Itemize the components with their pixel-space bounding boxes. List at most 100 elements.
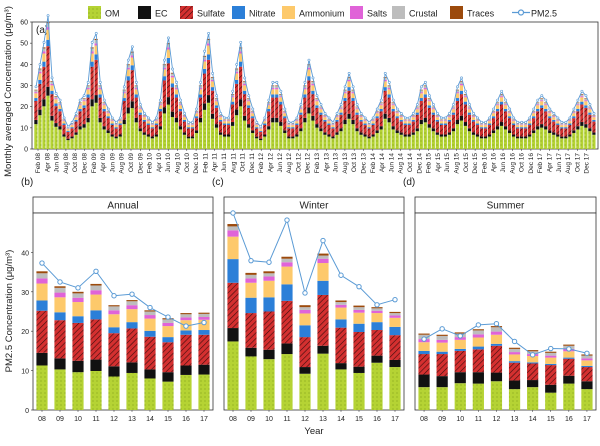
panel-a-bar-segment <box>440 124 443 125</box>
panel-a-bar-segment <box>215 124 218 128</box>
panel-a-bar-segment <box>315 124 318 128</box>
panel-a-bar-segment <box>408 120 411 121</box>
panel-a-bar-segment <box>299 115 302 129</box>
panel-a-pm25-point <box>276 81 278 83</box>
panel-a-pm25-point <box>573 108 575 110</box>
panel-a-bar-segment <box>58 111 61 126</box>
panel-a-bar-segment <box>372 137 375 149</box>
panel-a-pm25-point <box>501 90 503 92</box>
panel-annual-pm25-point <box>76 286 80 290</box>
panel-a-bar-segment <box>384 87 387 91</box>
panel-a-bar-segment <box>307 80 310 107</box>
panel-summer-bar-traces <box>545 352 556 353</box>
panel-a-bar-segment <box>311 121 314 149</box>
panel-a-bar-segment <box>42 62 45 67</box>
panel-a-bar-segment <box>500 126 503 149</box>
panel-a-bar-segment <box>58 129 61 149</box>
panel-a-bar-segment <box>307 76 310 80</box>
panel-annual-bar-om <box>108 377 119 410</box>
panel-a-bar-segment <box>195 118 198 130</box>
panel-a-pm25-point <box>324 112 326 114</box>
panel-a-xtick-label: Oct 12 <box>295 153 302 173</box>
panel-a-bar-segment <box>512 137 515 149</box>
panel-a-bar-segment <box>380 104 383 105</box>
panel-a-bar-segment <box>448 120 451 122</box>
panel-a-bar-segment <box>372 124 375 125</box>
panel-a-bar-segment <box>127 76 130 80</box>
panel-summer-bar-om <box>437 387 448 410</box>
panel-a-bar-segment <box>548 118 551 130</box>
panel-annual-xtick-label: 12 <box>110 416 118 423</box>
panel-a-bar-segment <box>488 134 491 136</box>
panel-a-bar-segment <box>155 121 158 122</box>
panel-a-bar-segment <box>107 133 110 149</box>
panel-a-bar-segment <box>139 131 142 149</box>
panel-summer-bar-ammonium <box>455 340 466 349</box>
panel-a-pm25-point <box>43 41 45 43</box>
panel-a-xtick-label: Aug 16 <box>509 153 516 174</box>
panel-a-bar-segment <box>187 124 190 125</box>
panel-a-pm25-point <box>264 117 266 119</box>
panel-a-bar-segment <box>363 124 366 125</box>
panel-a-bar-segment <box>476 134 479 136</box>
panel-a-bar-segment <box>34 92 37 93</box>
panel-a-bar-segment <box>392 109 395 111</box>
panel-a-bar-segment <box>227 137 230 149</box>
panel-a-bar-segment <box>572 113 575 116</box>
panel-a-bar-segment <box>472 132 475 134</box>
panel-a-bar-segment <box>239 67 242 100</box>
panel-a-bar-segment <box>223 120 226 121</box>
panel-summer-bar-om <box>491 381 502 410</box>
panel-winter-bar-nitrate <box>317 281 328 295</box>
panel-annual-bar-ec <box>108 366 119 376</box>
panel-a-bar-segment <box>472 116 475 117</box>
panel-winter-bar-traces <box>317 254 328 256</box>
panel-a-xtick-label: Feb 13 <box>314 153 321 174</box>
panel-a-bar-segment <box>500 97 503 101</box>
panel-a-bar-segment <box>211 119 214 149</box>
panel-winter-bar-ec <box>371 356 382 363</box>
panel-a-bar-segment <box>171 87 174 111</box>
panel-a-bar-segment <box>592 115 595 116</box>
panel-winter-bar-nitrate <box>371 322 382 330</box>
panel-a-bar-segment <box>464 97 467 101</box>
panel-a-bar-segment <box>456 120 459 124</box>
panel-annual-bar-ammonium <box>54 297 65 312</box>
panel-a-bar-segment <box>367 127 370 128</box>
panel-summer-bar-om <box>527 387 538 410</box>
panel-summer-bar-sulfate <box>581 367 592 381</box>
panel-annual-xtick-label: 08 <box>38 416 46 423</box>
panel-a-bar-segment <box>50 121 53 149</box>
panel-a-bar-segment <box>396 112 399 113</box>
panel-a-bar-segment <box>159 126 162 129</box>
panel-a-bar-segment <box>480 127 483 128</box>
panel-a-bar-segment <box>54 96 57 97</box>
panel-a-bar-segment <box>243 116 246 121</box>
panel-a-bar-segment <box>54 106 57 123</box>
panel-winter-bar-sulfate <box>245 313 256 348</box>
panel-annual-xtick-label: 10 <box>74 416 82 423</box>
panel-a-bar-segment <box>54 98 57 99</box>
panel-a-bar-segment <box>323 122 326 133</box>
panel-a-bar-segment <box>259 139 262 140</box>
panel-a-bar-segment <box>367 128 370 136</box>
panel-a-pm25-point <box>248 95 250 97</box>
panel-a-bar-segment <box>203 56 206 57</box>
panel-a-bar-segment <box>315 105 318 108</box>
panel-a-bar-segment <box>448 115 451 116</box>
panel-summer-bar-traces <box>473 329 484 330</box>
panel-a-bar-segment <box>283 130 286 133</box>
panel-a-bar-segment <box>460 94 463 116</box>
panel-summer-xtick-label: 17 <box>583 416 591 423</box>
panel-a-bar-segment <box>524 138 527 149</box>
panel-a-bar-segment <box>363 134 366 136</box>
panel-a-bar-segment <box>255 137 258 139</box>
panel-a-bar-segment <box>492 113 495 116</box>
panel-a-xtick-label: Dec 15 <box>472 153 479 174</box>
panel-a-xtick-label: Aug 10 <box>175 153 182 174</box>
panel-a-bar-segment <box>319 128 322 131</box>
panel-winter-bar-sulfate <box>227 283 238 328</box>
panel-a-bar-segment <box>135 98 138 118</box>
panel-a-bar-segment <box>516 138 519 149</box>
panel-a-pm25-point <box>517 121 519 123</box>
